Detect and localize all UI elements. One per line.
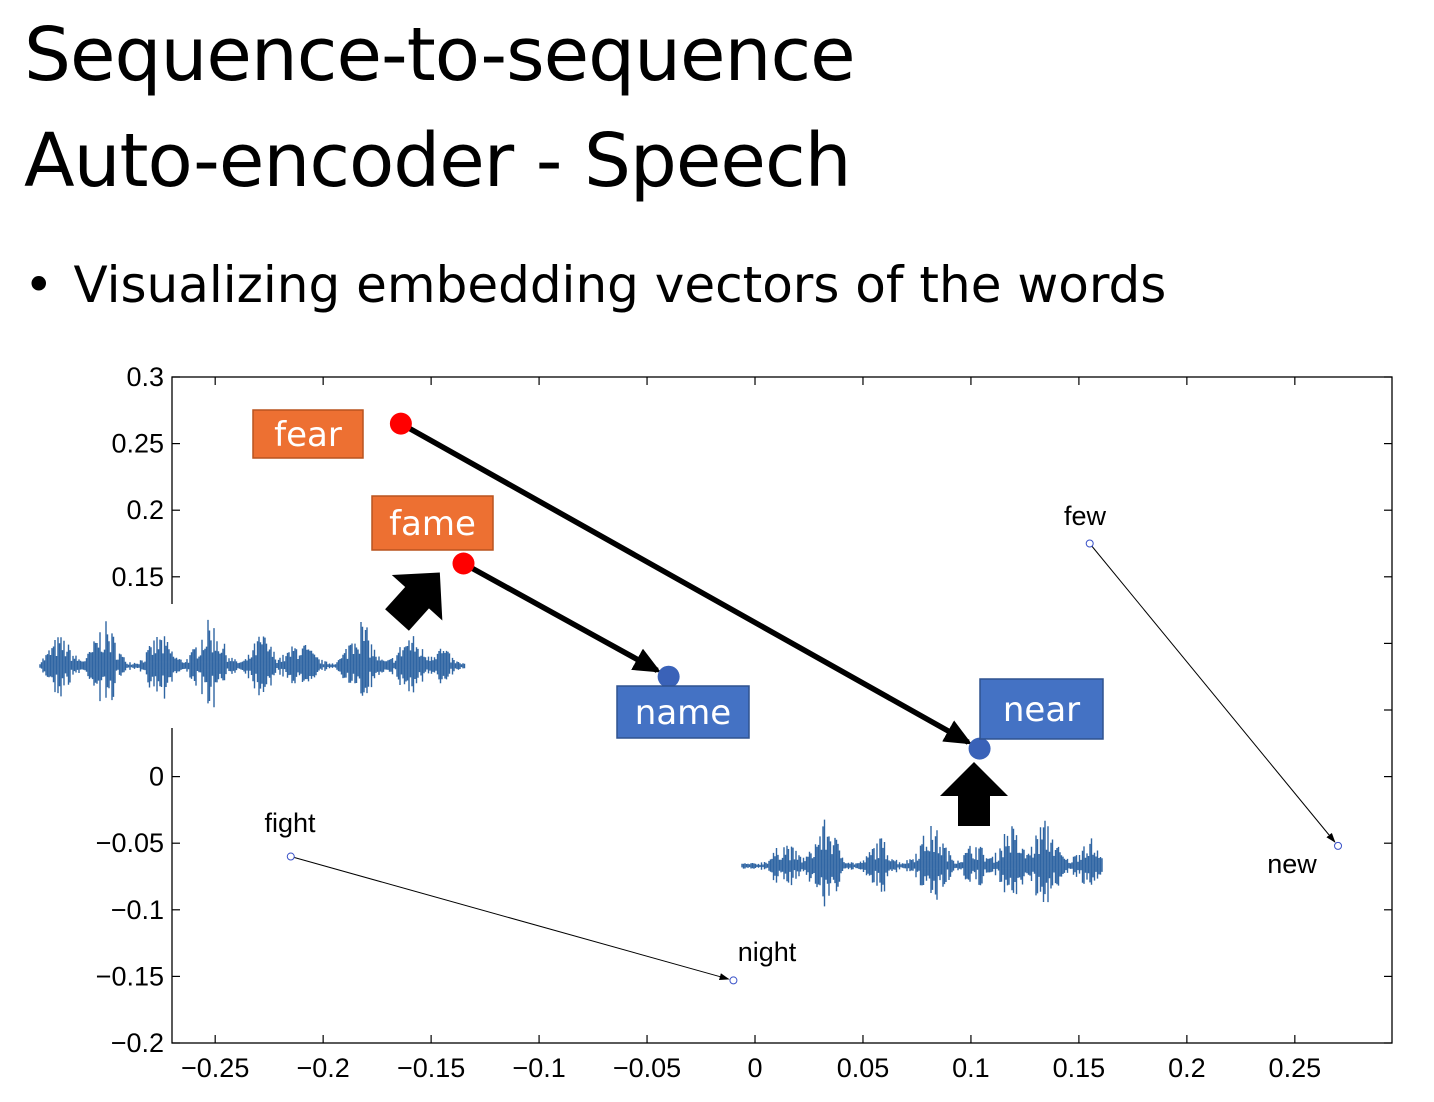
label-few: few <box>1064 501 1107 531</box>
point-night <box>729 976 738 985</box>
arrow-fame-to-name <box>462 561 662 673</box>
block-arrow-up-right <box>385 572 443 631</box>
point-few <box>1085 539 1094 548</box>
x-tick-label: 0.2 <box>1168 1053 1206 1083</box>
y-tick-label: 0.15 <box>111 562 164 592</box>
y-tick-label: 0.25 <box>111 429 164 459</box>
slide-title-line-2: Auto-encoder - Speech <box>24 118 852 204</box>
x-tick-label: 0.1 <box>952 1053 990 1083</box>
arrow-fight-to-night <box>290 856 730 980</box>
bullet-marker: • <box>24 256 54 314</box>
point-near <box>968 737 991 760</box>
point-new <box>1334 841 1343 850</box>
point-fight <box>286 852 295 861</box>
slide-title: Sequence-to-sequence Auto-encoder - Spee… <box>24 2 856 214</box>
y-tick-label: −0.05 <box>96 828 164 858</box>
label-name: name <box>635 693 731 733</box>
label-fight: fight <box>264 808 316 838</box>
bullet-point: • Visualizing embedding vectors of the wo… <box>24 250 1166 320</box>
x-tick-label: −0.25 <box>181 1053 249 1083</box>
speech-waveform-right <box>738 802 1106 930</box>
y-tick-label: 0 <box>149 762 164 792</box>
speech-waveform-left <box>36 604 469 728</box>
x-tick-label: −0.2 <box>296 1053 349 1083</box>
y-tick-label: −0.2 <box>111 1028 164 1058</box>
y-tick-label: −0.15 <box>96 961 164 991</box>
label-box-fear <box>252 409 364 459</box>
x-tick-label: −0.1 <box>512 1053 565 1083</box>
x-tick-label: 0.25 <box>1269 1053 1322 1083</box>
point-fame <box>452 552 475 575</box>
x-tick-label: 0.05 <box>837 1053 890 1083</box>
y-tick-label: −0.1 <box>111 895 164 925</box>
block-arrow-up <box>940 762 1008 826</box>
label-fear: fear <box>274 415 342 455</box>
point-fear <box>389 412 412 435</box>
point-name <box>657 665 680 688</box>
slide-title-line-1: Sequence-to-sequence <box>24 12 856 98</box>
y-tick-label: 0.2 <box>126 495 164 525</box>
arrow-fear-to-near <box>399 421 973 745</box>
bullet-text: Visualizing embedding vectors of the wor… <box>73 256 1167 314</box>
label-night: night <box>738 937 797 967</box>
label-box-fame <box>371 495 494 551</box>
x-tick-label: 0 <box>747 1053 762 1083</box>
label-box-near <box>979 678 1104 740</box>
x-tick-label: −0.05 <box>613 1053 681 1083</box>
label-fame: fame <box>389 504 476 544</box>
y-tick-label: 0.3 <box>126 362 164 392</box>
label-new: new <box>1267 849 1317 879</box>
label-near: near <box>1003 690 1080 730</box>
waveform-trace <box>741 819 1103 907</box>
label-box-name <box>616 685 750 739</box>
arrow-few-to-new <box>1089 543 1336 843</box>
x-tick-label: 0.15 <box>1053 1053 1106 1083</box>
waveform-trace <box>39 619 466 708</box>
x-tick-label: −0.15 <box>397 1053 465 1083</box>
